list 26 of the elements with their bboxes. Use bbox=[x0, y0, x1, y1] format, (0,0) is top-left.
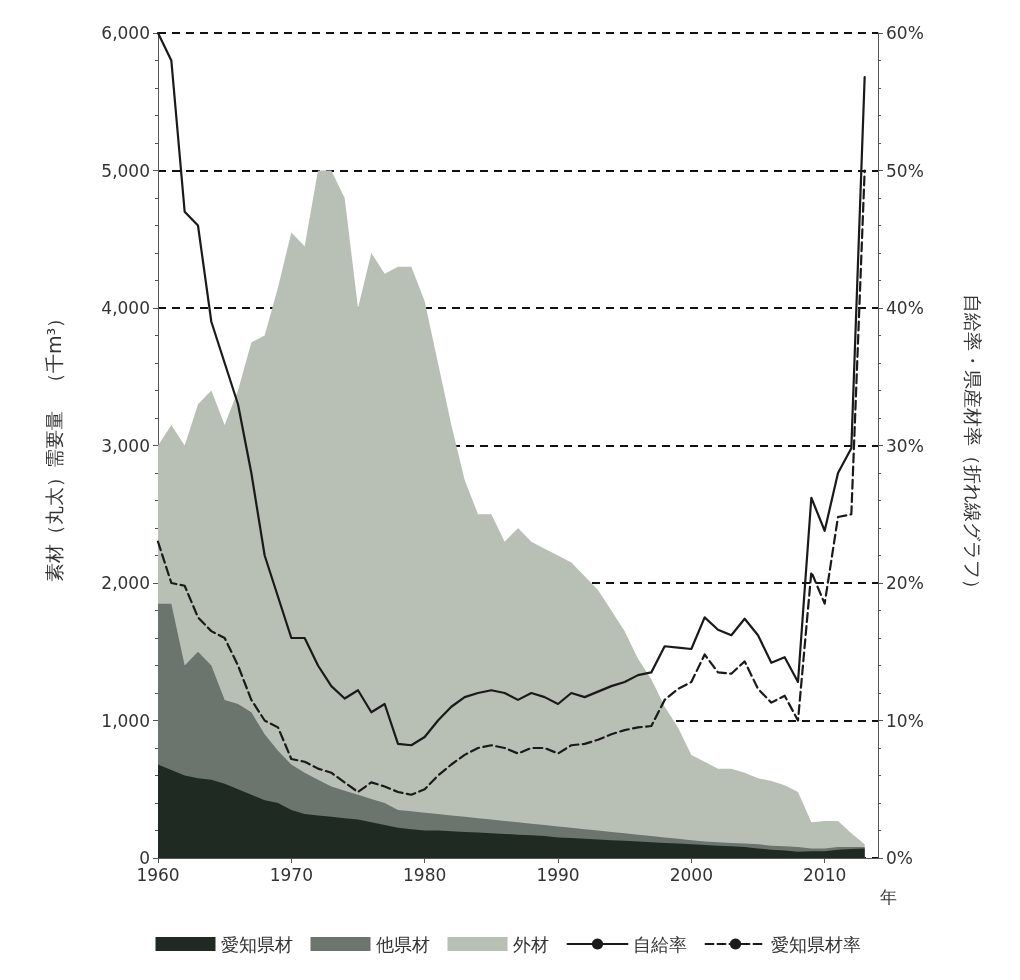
legend-label: 他県材 bbox=[375, 933, 430, 955]
y-tick-label: 3,000 bbox=[101, 435, 150, 456]
y-tick-label: 2,000 bbox=[101, 573, 150, 593]
legend-label: 自給率 bbox=[632, 933, 687, 955]
y-axis-title: 素材（丸太）需要量 （千m³） bbox=[42, 308, 65, 583]
legend-label: 愛知県材率 bbox=[770, 933, 861, 955]
y2-tick-label: 60% bbox=[886, 23, 924, 43]
x-tick-label: 1970 bbox=[269, 864, 313, 885]
y2-tick-label: 50% bbox=[886, 160, 924, 181]
x-tick-label: 1990 bbox=[536, 864, 580, 885]
y-tick-label: 5,000 bbox=[101, 160, 150, 181]
y2-axis-title: 自給率・県産材率（折れ線グラフ） bbox=[961, 293, 984, 598]
x-tick-label: 1980 bbox=[403, 864, 447, 885]
y2-tick-label: 20% bbox=[886, 573, 924, 593]
y2-tick-label: 10% bbox=[886, 710, 924, 731]
y-tick-label: 4,000 bbox=[101, 298, 150, 318]
legend-label: 愛知県材 bbox=[220, 933, 293, 955]
y2-tick-label: 30% bbox=[886, 435, 924, 456]
legend-label: 外材 bbox=[512, 933, 549, 955]
y-tick-label: 6,000 bbox=[101, 23, 150, 43]
x-tick-label: 2010 bbox=[803, 864, 847, 885]
y2-tick-label: 40% bbox=[886, 298, 924, 318]
x-tick-label: 2000 bbox=[669, 864, 713, 885]
y2-tick-label: 0% bbox=[886, 848, 913, 868]
y-tick-label: 1,000 bbox=[101, 710, 150, 731]
x-axis-title: 年 bbox=[880, 886, 897, 907]
